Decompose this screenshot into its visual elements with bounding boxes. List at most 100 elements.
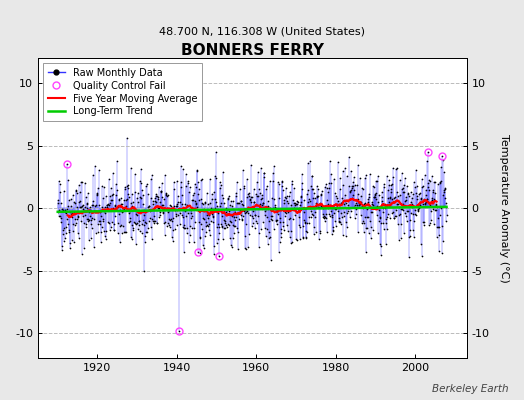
Point xyxy=(81,212,90,218)
Point xyxy=(106,227,114,233)
Point xyxy=(127,236,136,242)
Point xyxy=(74,213,82,219)
Point xyxy=(296,224,304,230)
Point xyxy=(256,200,265,207)
Point xyxy=(277,234,285,240)
Point xyxy=(427,217,435,224)
Point xyxy=(136,194,144,200)
Point xyxy=(278,178,286,185)
Point xyxy=(428,172,436,179)
Point xyxy=(96,238,105,245)
Point xyxy=(165,222,173,229)
Point xyxy=(208,191,216,197)
Point xyxy=(119,205,128,212)
Point xyxy=(269,178,277,184)
Point xyxy=(318,188,326,194)
Point xyxy=(182,213,191,219)
Point xyxy=(352,211,360,218)
Point xyxy=(277,226,285,232)
Point xyxy=(175,206,183,212)
Point xyxy=(195,185,203,192)
Point xyxy=(310,190,318,196)
Point xyxy=(173,199,182,205)
Point xyxy=(60,208,69,215)
Point xyxy=(112,180,121,187)
Point xyxy=(329,227,337,234)
Point xyxy=(374,199,382,205)
Point xyxy=(396,221,405,228)
Point xyxy=(237,216,246,223)
Point xyxy=(163,209,172,216)
Point xyxy=(126,208,134,215)
Point xyxy=(79,205,87,212)
Point xyxy=(335,218,343,225)
Point xyxy=(259,219,267,226)
Point xyxy=(81,224,90,230)
Point xyxy=(395,192,403,198)
Point xyxy=(352,182,361,188)
Point xyxy=(384,211,392,218)
Point xyxy=(294,199,302,206)
Point xyxy=(134,199,142,206)
Point xyxy=(418,175,427,182)
Point xyxy=(363,214,372,220)
Point xyxy=(380,184,388,190)
Point xyxy=(404,191,412,197)
Point xyxy=(70,216,79,222)
Point xyxy=(244,193,253,199)
Point xyxy=(353,229,362,236)
Point xyxy=(231,223,239,229)
Point xyxy=(333,201,341,208)
Point xyxy=(259,170,268,176)
Point xyxy=(439,169,447,175)
Point xyxy=(98,183,106,189)
Point xyxy=(78,178,86,185)
Point xyxy=(151,193,160,200)
Point xyxy=(354,191,363,198)
Point xyxy=(406,227,414,234)
Point xyxy=(338,195,346,202)
Point xyxy=(348,182,357,189)
Point xyxy=(125,214,134,221)
Point xyxy=(102,236,111,243)
Point xyxy=(198,226,206,232)
Point xyxy=(313,193,321,199)
Point xyxy=(111,213,119,220)
Point xyxy=(143,181,151,187)
Point xyxy=(230,223,238,230)
Point xyxy=(408,201,417,207)
Point xyxy=(377,198,386,205)
Point xyxy=(223,207,231,214)
Point xyxy=(107,218,116,225)
Point xyxy=(260,208,269,215)
Point xyxy=(70,208,79,215)
Point xyxy=(199,215,207,221)
Point xyxy=(140,211,148,218)
Point xyxy=(71,222,79,229)
Point xyxy=(60,238,68,244)
Point xyxy=(67,211,75,218)
Point xyxy=(261,212,269,218)
Point xyxy=(112,192,120,198)
Point xyxy=(75,182,83,188)
Point xyxy=(395,203,403,210)
Point xyxy=(431,206,439,213)
Point xyxy=(111,202,119,208)
Point xyxy=(312,200,320,206)
Point xyxy=(436,212,444,218)
Point xyxy=(138,221,146,227)
Point xyxy=(442,204,450,210)
Point xyxy=(172,221,181,228)
Point xyxy=(279,187,287,193)
Point xyxy=(284,200,292,207)
Point xyxy=(367,224,375,230)
Point xyxy=(388,164,397,171)
Point xyxy=(373,203,381,210)
Point xyxy=(128,190,136,197)
Point xyxy=(365,230,373,236)
Point xyxy=(285,216,293,222)
Point xyxy=(168,233,177,240)
Point xyxy=(75,189,84,196)
Point xyxy=(247,199,256,206)
Point xyxy=(244,191,252,198)
